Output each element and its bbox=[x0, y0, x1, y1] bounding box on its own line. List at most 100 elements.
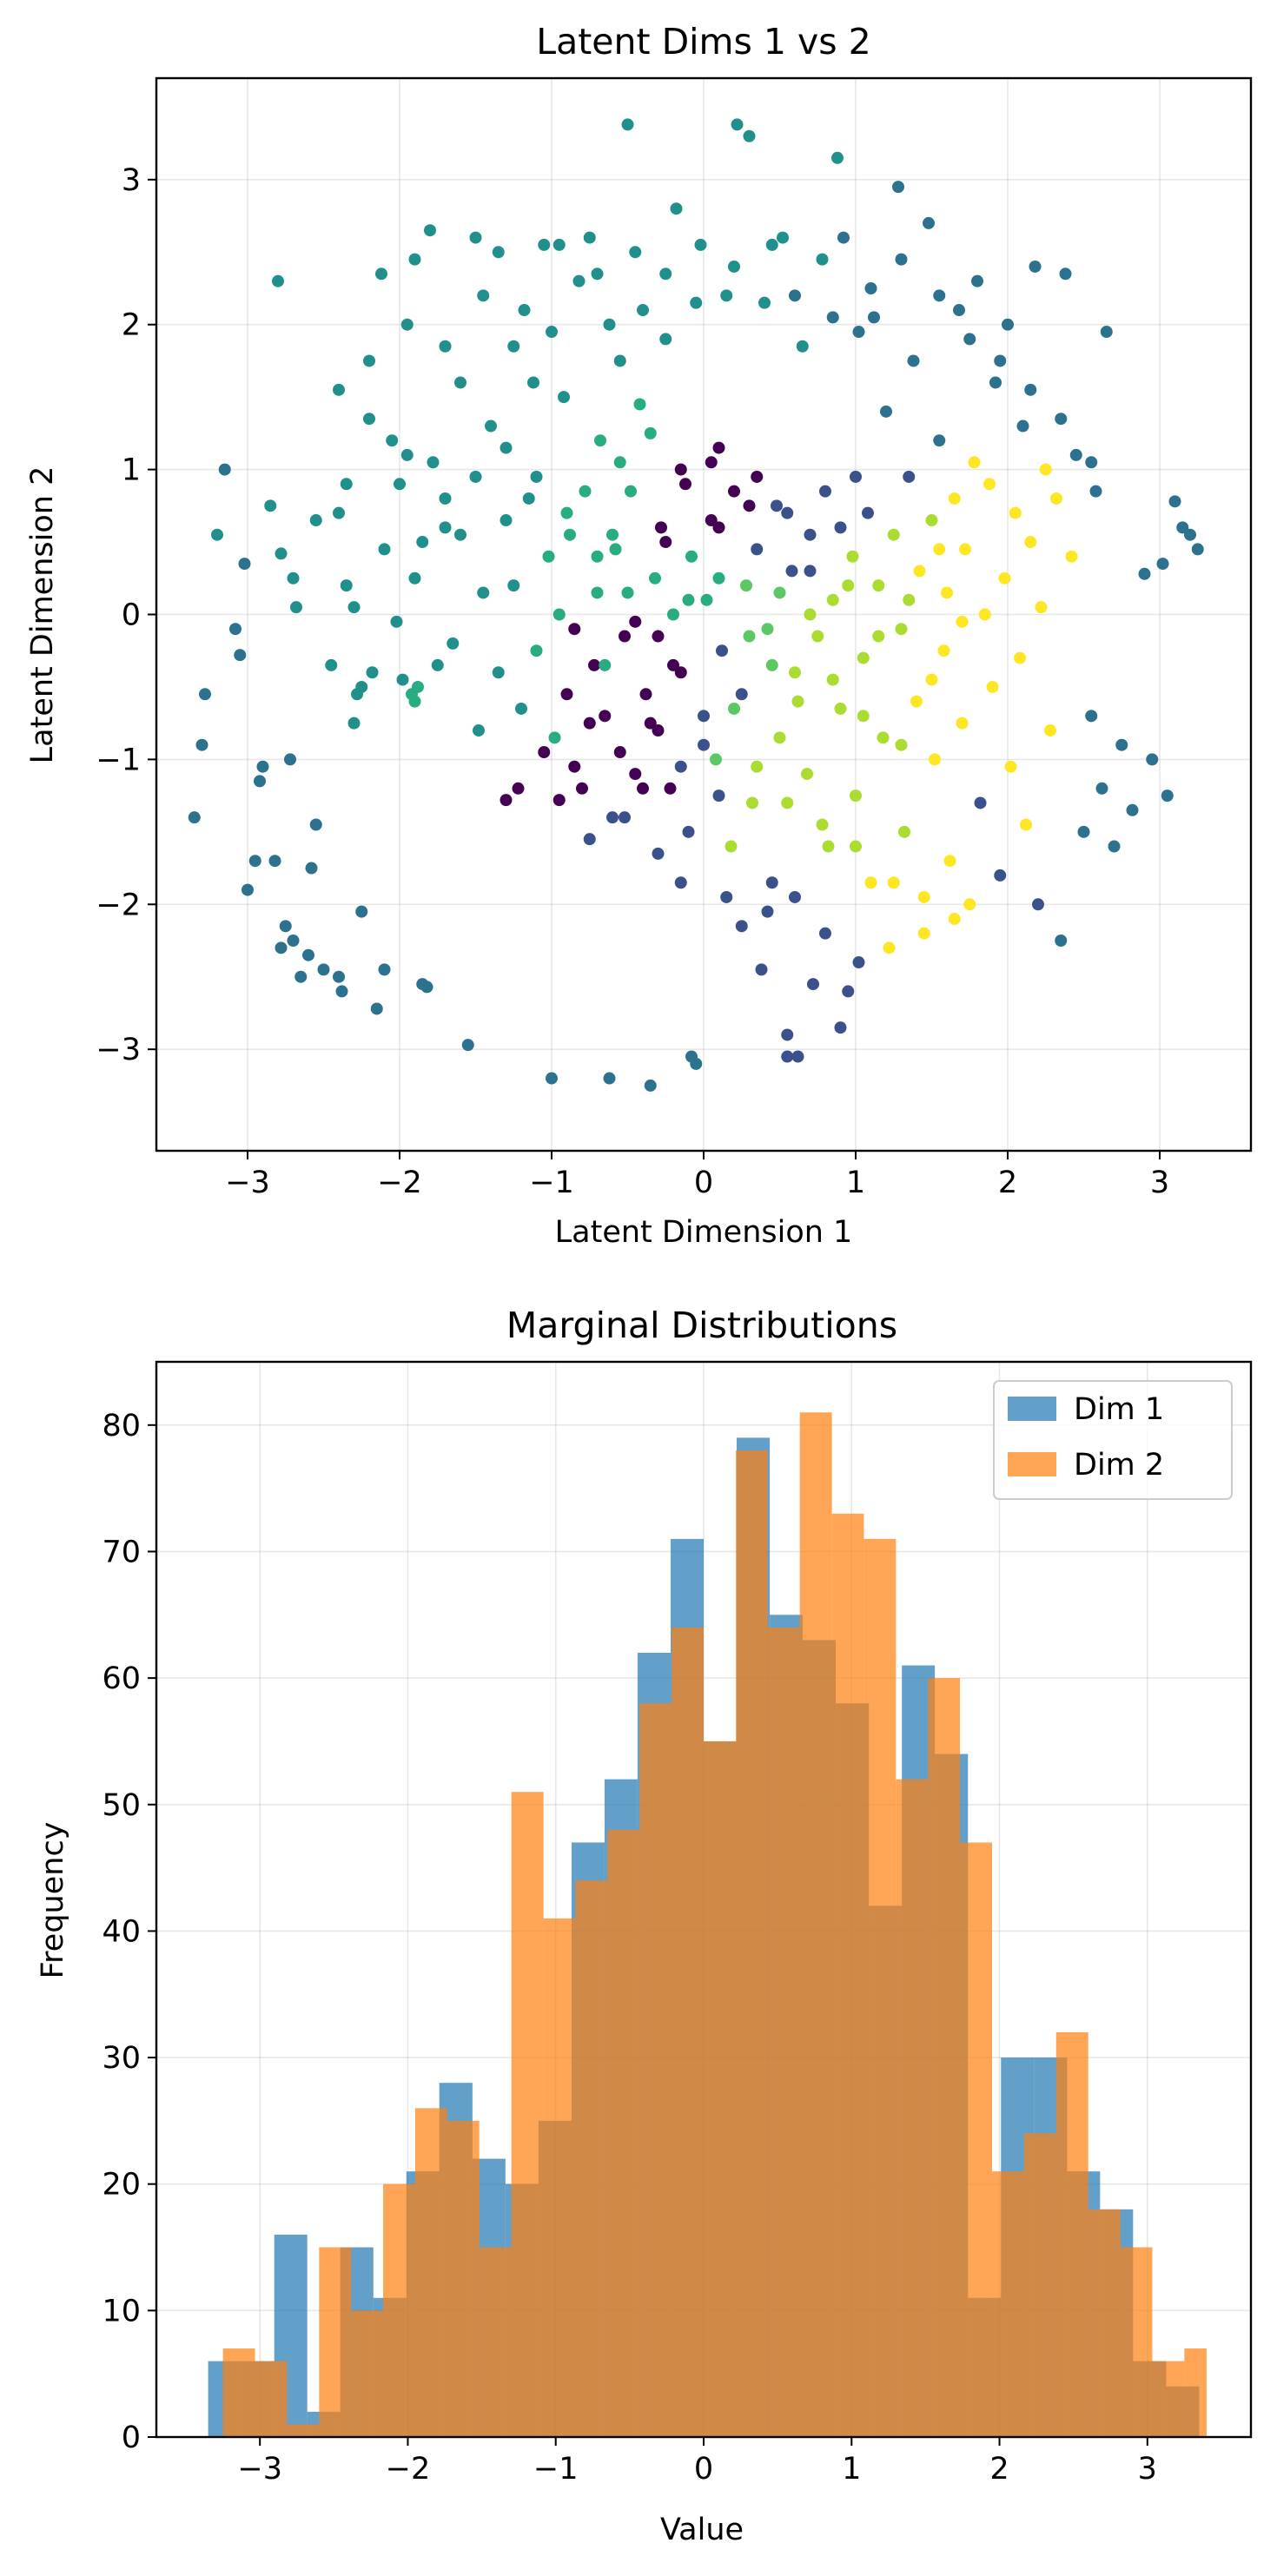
scatter-point bbox=[579, 485, 592, 498]
scatter-point bbox=[811, 630, 824, 643]
scatter-point bbox=[500, 514, 513, 527]
scatter-point bbox=[568, 760, 581, 773]
scatter-point bbox=[609, 543, 622, 556]
scatter-point bbox=[925, 673, 938, 686]
scatter-point bbox=[925, 514, 938, 527]
scatter-point bbox=[652, 630, 665, 643]
histogram-y-tick-label: 10 bbox=[102, 2294, 141, 2328]
scatter-point bbox=[500, 794, 513, 807]
scatter-point bbox=[679, 478, 691, 491]
scatter-point bbox=[272, 274, 284, 287]
scatter-point bbox=[355, 905, 368, 918]
histogram-bar-dim2 bbox=[863, 1538, 897, 2437]
scatter-point bbox=[621, 118, 634, 131]
histogram-bar-dim2 bbox=[222, 2348, 255, 2437]
scatter-point bbox=[883, 941, 896, 954]
scatter-point bbox=[333, 506, 345, 519]
scatter-point bbox=[1004, 760, 1017, 773]
scatter-point bbox=[917, 927, 930, 940]
histogram-y-tick-label: 40 bbox=[102, 1914, 141, 1949]
scatter-point bbox=[375, 268, 387, 281]
scatter-point bbox=[1024, 536, 1037, 549]
scatter-point bbox=[785, 565, 798, 578]
scatter-point bbox=[629, 615, 642, 628]
scatter-point bbox=[1168, 495, 1181, 508]
scatter-point bbox=[248, 855, 261, 868]
scatter-point bbox=[1161, 789, 1174, 803]
scatter-point bbox=[667, 658, 679, 671]
scatter-point bbox=[751, 760, 764, 773]
scatter-point bbox=[424, 224, 436, 237]
scatter-point bbox=[720, 890, 733, 903]
scatter-point bbox=[826, 593, 839, 606]
scatter-point bbox=[1044, 724, 1056, 737]
histogram-bar-dim2 bbox=[1023, 2133, 1056, 2437]
legend-swatch-dim1 bbox=[1008, 1397, 1056, 1421]
scatter-point bbox=[621, 586, 634, 599]
scatter-point bbox=[743, 499, 756, 512]
scatter-point bbox=[1039, 463, 1052, 476]
scatter-point bbox=[659, 536, 672, 549]
scatter-point bbox=[804, 608, 817, 621]
scatter-point bbox=[518, 304, 531, 317]
scatter-point bbox=[710, 753, 722, 766]
scatter-y-tick-label: 0 bbox=[122, 598, 141, 633]
scatter-point bbox=[712, 789, 725, 803]
scatter-point bbox=[816, 818, 829, 831]
histogram-bar-dim2 bbox=[639, 1703, 672, 2437]
scatter-point bbox=[469, 470, 482, 483]
scatter-point bbox=[1156, 558, 1169, 571]
scatter-point bbox=[789, 890, 801, 903]
scatter-point bbox=[454, 376, 466, 389]
histogram-bar-dim2 bbox=[1184, 2348, 1207, 2437]
scatter-y-tick-label: −3 bbox=[96, 1033, 141, 1067]
scatter-point bbox=[667, 608, 679, 621]
scatter-point bbox=[674, 463, 687, 476]
scatter-point bbox=[279, 920, 292, 933]
scatter-point bbox=[978, 608, 991, 621]
scatter-y-tick-label: 1 bbox=[122, 453, 141, 488]
scatter-point bbox=[500, 441, 513, 454]
scatter-point bbox=[439, 340, 452, 353]
scatter-point bbox=[309, 818, 322, 831]
scatter-point bbox=[819, 485, 831, 498]
scatter-point bbox=[583, 231, 596, 244]
scatter-point bbox=[461, 1039, 474, 1052]
scatter-plot: Latent Dims 1 vs 2 −3 −2 −1 0 1 2 3 −3 −2 −1 0 1 2 3… bbox=[25, 21, 1253, 1250]
scatter-point bbox=[731, 118, 744, 131]
histogram-bar-dim2 bbox=[831, 1513, 864, 2437]
scatter-point bbox=[862, 506, 874, 519]
scatter-point bbox=[477, 586, 490, 599]
histogram-plot: Marginal Distributions −3 −2 −1 0 1 2 3 0 10 20 3… bbox=[36, 1305, 1253, 2547]
scatter-point bbox=[682, 825, 695, 838]
scatter-point bbox=[698, 710, 710, 723]
scatter-y-tick-label: −1 bbox=[96, 743, 141, 777]
scatter-point bbox=[613, 746, 626, 759]
scatter-point bbox=[1016, 419, 1029, 433]
scatter-point bbox=[850, 789, 862, 803]
scatter-point bbox=[1050, 492, 1062, 505]
histogram-x-tick-label: −1 bbox=[533, 2452, 579, 2487]
scatter-point bbox=[1065, 550, 1078, 563]
scatter-point bbox=[538, 746, 551, 759]
scatter-point bbox=[913, 565, 926, 578]
scatter-point bbox=[591, 586, 604, 599]
histogram-x-tick-label: 0 bbox=[694, 2452, 713, 2487]
scatter-point bbox=[1095, 782, 1108, 795]
scatter-grid bbox=[156, 78, 1251, 1151]
histogram-bar-dim2 bbox=[479, 2247, 512, 2437]
scatter-point bbox=[378, 543, 391, 556]
scatter-point bbox=[305, 862, 318, 875]
histogram-title: Marginal Distributions bbox=[506, 1305, 897, 1346]
histogram-y-label: Frequency bbox=[36, 1822, 70, 1979]
scatter-point bbox=[439, 521, 452, 534]
scatter-point bbox=[746, 796, 758, 809]
scatter-point bbox=[649, 571, 661, 585]
scatter-point bbox=[705, 456, 718, 469]
scatter-point bbox=[842, 579, 855, 592]
scatter-point bbox=[552, 794, 566, 807]
scatter-point bbox=[971, 274, 983, 287]
histogram-bar-dim2 bbox=[1120, 2247, 1153, 2437]
scatter-point bbox=[765, 658, 778, 671]
scatter-point bbox=[254, 775, 266, 788]
